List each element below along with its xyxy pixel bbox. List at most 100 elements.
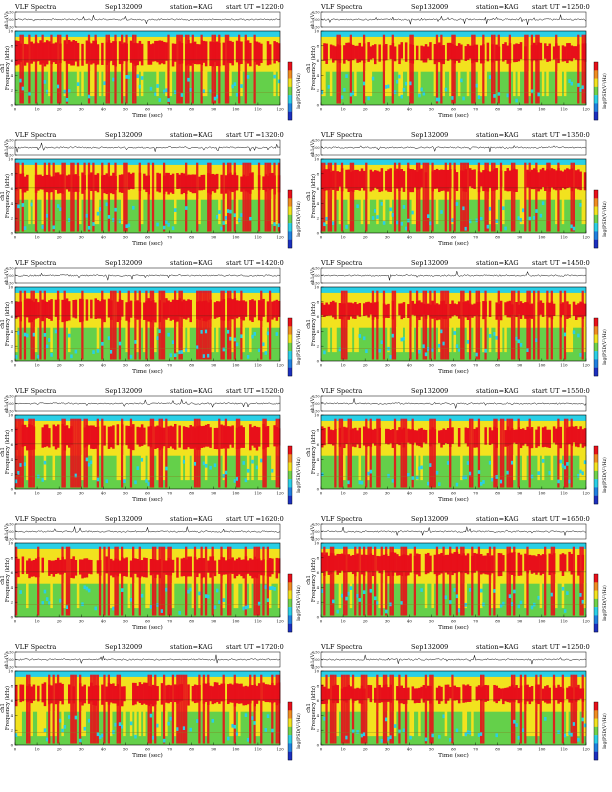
heatmap-cell-red	[380, 168, 384, 192]
heatmap-cell-yellow	[559, 70, 563, 97]
heatmap-cell-red	[323, 43, 326, 61]
heatmap-cell-cyan	[577, 737, 580, 742]
heatmap-cell-red	[561, 171, 565, 188]
heatmap-cell-cyan	[393, 724, 397, 728]
heatmap-cell-red	[367, 42, 370, 62]
heatmap-cell-cyan	[435, 97, 439, 102]
heatmap-cell-red	[145, 558, 148, 578]
heatmap-streak	[354, 546, 357, 616]
heatmap-cell-yellow	[435, 198, 439, 225]
heatmap-cell-yellow	[418, 70, 421, 97]
heatmap-streak	[268, 290, 272, 360]
heatmap-cell-cyan	[94, 606, 98, 611]
heatmap-cell-red	[112, 560, 115, 578]
heatmap-cell-red	[59, 174, 62, 194]
freq-tick-label: 8	[317, 427, 320, 432]
heatmap-cell-red	[493, 684, 496, 702]
heatmap-cell-red	[257, 683, 261, 701]
colorbar-segment	[288, 70, 292, 79]
freq-tick-label: 10	[314, 157, 319, 162]
freq-tick-label: 10	[8, 157, 13, 162]
heatmap-cell-red	[570, 45, 574, 62]
time-tick-label: 40	[101, 619, 106, 624]
heatmap-cell-red	[94, 426, 98, 449]
heatmap-streak	[174, 290, 177, 360]
heatmap-cell-cyan	[484, 348, 487, 353]
heatmap-cell-red	[515, 43, 518, 62]
heatmap-cell-red	[123, 42, 126, 62]
heatmap-streak	[495, 418, 498, 488]
heatmap-cell-red	[129, 173, 133, 189]
heatmap-cell-cyan	[360, 480, 364, 485]
ch1-tick-label: -0.50	[311, 154, 319, 158]
heatmap-cell-cyan	[96, 349, 100, 353]
heatmap-cell-cyan	[351, 91, 355, 95]
heatmap-cell-yellow	[26, 582, 29, 609]
heatmap-cell-red	[570, 553, 574, 575]
heatmap-streak	[87, 34, 91, 104]
heatmap-streak	[185, 162, 188, 232]
heatmap-cell-red	[336, 553, 339, 575]
heatmap-cell-red	[54, 299, 58, 317]
heatmap-cell-cyan	[362, 81, 366, 86]
colorbar-label: log(PSD(V²/Hz)	[601, 73, 608, 109]
heatmap-cell-red	[87, 425, 91, 445]
panel-title: VLF Spectra	[321, 131, 363, 139]
heatmap-cell-yellow	[262, 326, 265, 353]
heatmap-cell-cyan	[398, 74, 401, 79]
heatmap-cell-red	[129, 40, 133, 63]
colorbar-label: log(PSD(V²/Hz)	[295, 329, 302, 365]
ch1-axis-label: ch1 (V)	[309, 652, 316, 669]
colorbar-segment	[288, 359, 292, 368]
heatmap-streak	[121, 546, 124, 616]
time-tick-label: 120	[582, 747, 590, 752]
heatmap-cell-red	[81, 43, 84, 66]
freq-tick-label: 8	[317, 555, 320, 560]
heatmap-cell-cyan	[121, 588, 124, 592]
colorbar-segment	[288, 590, 292, 600]
panel-start-ut: start UT =1520:0	[226, 387, 284, 395]
heatmap-streak	[415, 162, 419, 232]
heatmap-cell-cyan	[224, 216, 228, 220]
heatmap-cell-red	[400, 169, 404, 188]
heatmap-streak	[477, 546, 481, 616]
heatmap-cell-red	[574, 304, 578, 320]
heatmap-cell-yellow	[407, 326, 410, 353]
heatmap-cell-red	[246, 40, 250, 64]
time-tick-label: 100	[232, 491, 240, 496]
heatmap-cell-cyan	[167, 222, 170, 227]
ch1-tick-label: 0.00	[6, 18, 13, 22]
heatmap-cell-yellow	[39, 710, 42, 737]
heatmap-cell-cyan	[369, 469, 373, 474]
ch1-waveform	[14, 272, 281, 281]
heatmap-cell-red	[504, 302, 507, 316]
heatmap-cell-red	[266, 426, 270, 448]
heatmap-cell-yellow	[396, 326, 399, 353]
freq-tick-label: 8	[317, 683, 320, 688]
heatmap-cell-red	[268, 684, 272, 703]
heatmap-band-cyan	[15, 159, 280, 165]
ch1-tick-label: 0.00	[6, 530, 13, 534]
heatmap-streak	[112, 290, 115, 360]
heatmap-streak	[429, 418, 432, 488]
heatmap-cell-cyan	[185, 347, 188, 352]
heatmap-cell-red	[385, 428, 388, 444]
heatmap-cell-red	[147, 298, 151, 322]
ch1-plot-frame	[14, 395, 281, 412]
heatmap-streak	[200, 290, 203, 360]
time-tick-label: 60	[451, 491, 456, 496]
heatmap-cell-red	[98, 301, 102, 319]
heatmap-cell-cyan	[530, 605, 534, 610]
heatmap-cell-red	[26, 44, 29, 63]
heatmap-cell-red	[112, 172, 115, 195]
time-tick-label: 60	[145, 491, 150, 496]
heatmap-streak	[579, 546, 582, 616]
heatmap-cell-red	[81, 559, 84, 579]
colorbar-frame	[593, 701, 599, 761]
heatmap-cell-cyan	[96, 732, 100, 737]
heatmap-cell-yellow	[398, 326, 401, 353]
heatmap-cell-red	[21, 556, 25, 575]
heatmap-cell-cyan	[165, 587, 168, 592]
heatmap-cell-cyan	[229, 209, 232, 214]
colorbar-segment	[594, 326, 598, 335]
